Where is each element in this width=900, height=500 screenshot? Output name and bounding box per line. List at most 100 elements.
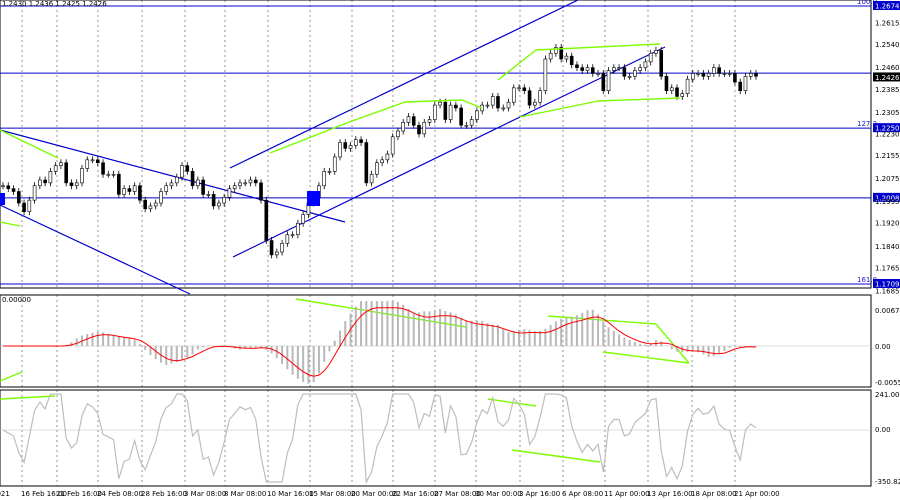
- price-tag-box: [873, 279, 900, 288]
- trend-channels: [0, 0, 666, 295]
- candle-body: [712, 67, 716, 74]
- candle-body: [343, 142, 348, 149]
- candle-body: [706, 73, 711, 77]
- candle-body: [538, 90, 542, 103]
- candle-body: [754, 73, 758, 77]
- divergence-lines: [0, 43, 690, 463]
- time-tick: 10 Mar 16:00: [267, 490, 314, 498]
- time-tick: 13 Apr 16:00: [647, 490, 693, 498]
- divergence-line: [547, 315, 657, 325]
- candle-body: [617, 67, 621, 69]
- candle-body: [522, 87, 527, 91]
- candle-body: [253, 179, 258, 184]
- candle-body: [664, 75, 669, 91]
- candle-body: [612, 67, 616, 71]
- candle-body: [401, 122, 405, 132]
- candle-body: [117, 173, 121, 195]
- candle-body: [490, 96, 495, 106]
- time-tick: 24 Feb 08:00: [97, 490, 143, 498]
- candle-body: [575, 64, 579, 68]
- candle-body: [164, 185, 169, 192]
- divergence-line: [461, 99, 483, 109]
- candle-body: [396, 130, 400, 138]
- candle-body: [64, 162, 68, 184]
- candle-body: [327, 171, 332, 173]
- candle-body: [74, 182, 79, 187]
- candle-body: [475, 110, 479, 120]
- divergence-line: [269, 120, 353, 154]
- divergence-line: [404, 99, 463, 103]
- candle-body: [390, 136, 395, 155]
- candle-body: [85, 159, 90, 169]
- fib-label: 127.2: [857, 120, 877, 128]
- price-tag: 1.2674: [875, 3, 900, 11]
- candle-body: [111, 173, 116, 176]
- candle-body: [264, 199, 269, 241]
- time-tick: 21 Feb 16:00: [56, 490, 102, 498]
- candle-body: [127, 188, 132, 192]
- candle-body: [206, 194, 211, 196]
- price-tick: 1.2305: [875, 109, 900, 117]
- candlesticks: [1, 44, 758, 259]
- candle-body: [354, 139, 358, 146]
- candle-body: [132, 185, 137, 192]
- channel-line: [0, 204, 191, 295]
- candle-body: [16, 191, 21, 204]
- candle-body: [169, 182, 174, 187]
- candle-body: [691, 73, 695, 80]
- price-tag-box: [873, 123, 900, 133]
- price-tick: 1.2075: [875, 175, 900, 183]
- candle-body: [680, 93, 685, 97]
- candle-body: [743, 75, 748, 91]
- candle-body: [148, 205, 153, 210]
- candle-body: [348, 145, 353, 149]
- time-tick: 21 Apr 00:00: [734, 490, 780, 498]
- candle-body: [427, 119, 432, 123]
- price-tag-box: [873, 192, 900, 202]
- macd-header: 0.00000: [2, 296, 31, 304]
- candle-body: [548, 52, 553, 60]
- channel-line: [229, 0, 579, 169]
- candle-body: [285, 234, 290, 244]
- divergence-line: [0, 129, 59, 159]
- candle-body: [59, 162, 63, 166]
- candle-body: [43, 179, 47, 184]
- candle-body: [27, 199, 32, 212]
- time-tick: 22 Mar 16:00: [392, 490, 439, 498]
- channel-line: [232, 116, 521, 258]
- price-tick: 1.2385: [875, 86, 900, 94]
- macd-signal-line: [3, 307, 757, 377]
- candle-body: [95, 159, 100, 164]
- cci-indicator: [0, 393, 871, 485]
- candle-body: [217, 202, 221, 207]
- macd-panel-frame: [0, 294, 872, 388]
- candle-body: [454, 104, 458, 109]
- candle-body: [601, 73, 606, 91]
- candle-body: [385, 153, 390, 161]
- candle-body: [243, 182, 248, 185]
- divergence-line: [519, 100, 599, 118]
- candle-body: [422, 122, 427, 135]
- entry-marker: [307, 191, 320, 206]
- candle-body: [196, 179, 200, 187]
- candle-body: [122, 188, 126, 195]
- candle-body: [53, 165, 58, 172]
- time-tick: 6 Apr 08:00: [562, 490, 603, 498]
- candle-body: [190, 171, 195, 187]
- divergence-line: [535, 43, 661, 51]
- candle-body: [733, 73, 737, 83]
- candle-body: [533, 101, 537, 106]
- candle-body: [227, 188, 232, 198]
- divergence-line: [487, 398, 537, 407]
- candle-body: [201, 179, 205, 195]
- price-tick: 1.1840: [875, 243, 900, 251]
- candle-body: [259, 182, 263, 201]
- candle-body: [359, 139, 363, 143]
- candle-body: [638, 67, 642, 71]
- divergence-line: [597, 97, 681, 102]
- candle-body: [90, 159, 95, 162]
- candle-body: [717, 67, 721, 74]
- time-tick: 16 Feb 16:00: [21, 490, 67, 498]
- candle-body: [464, 124, 469, 127]
